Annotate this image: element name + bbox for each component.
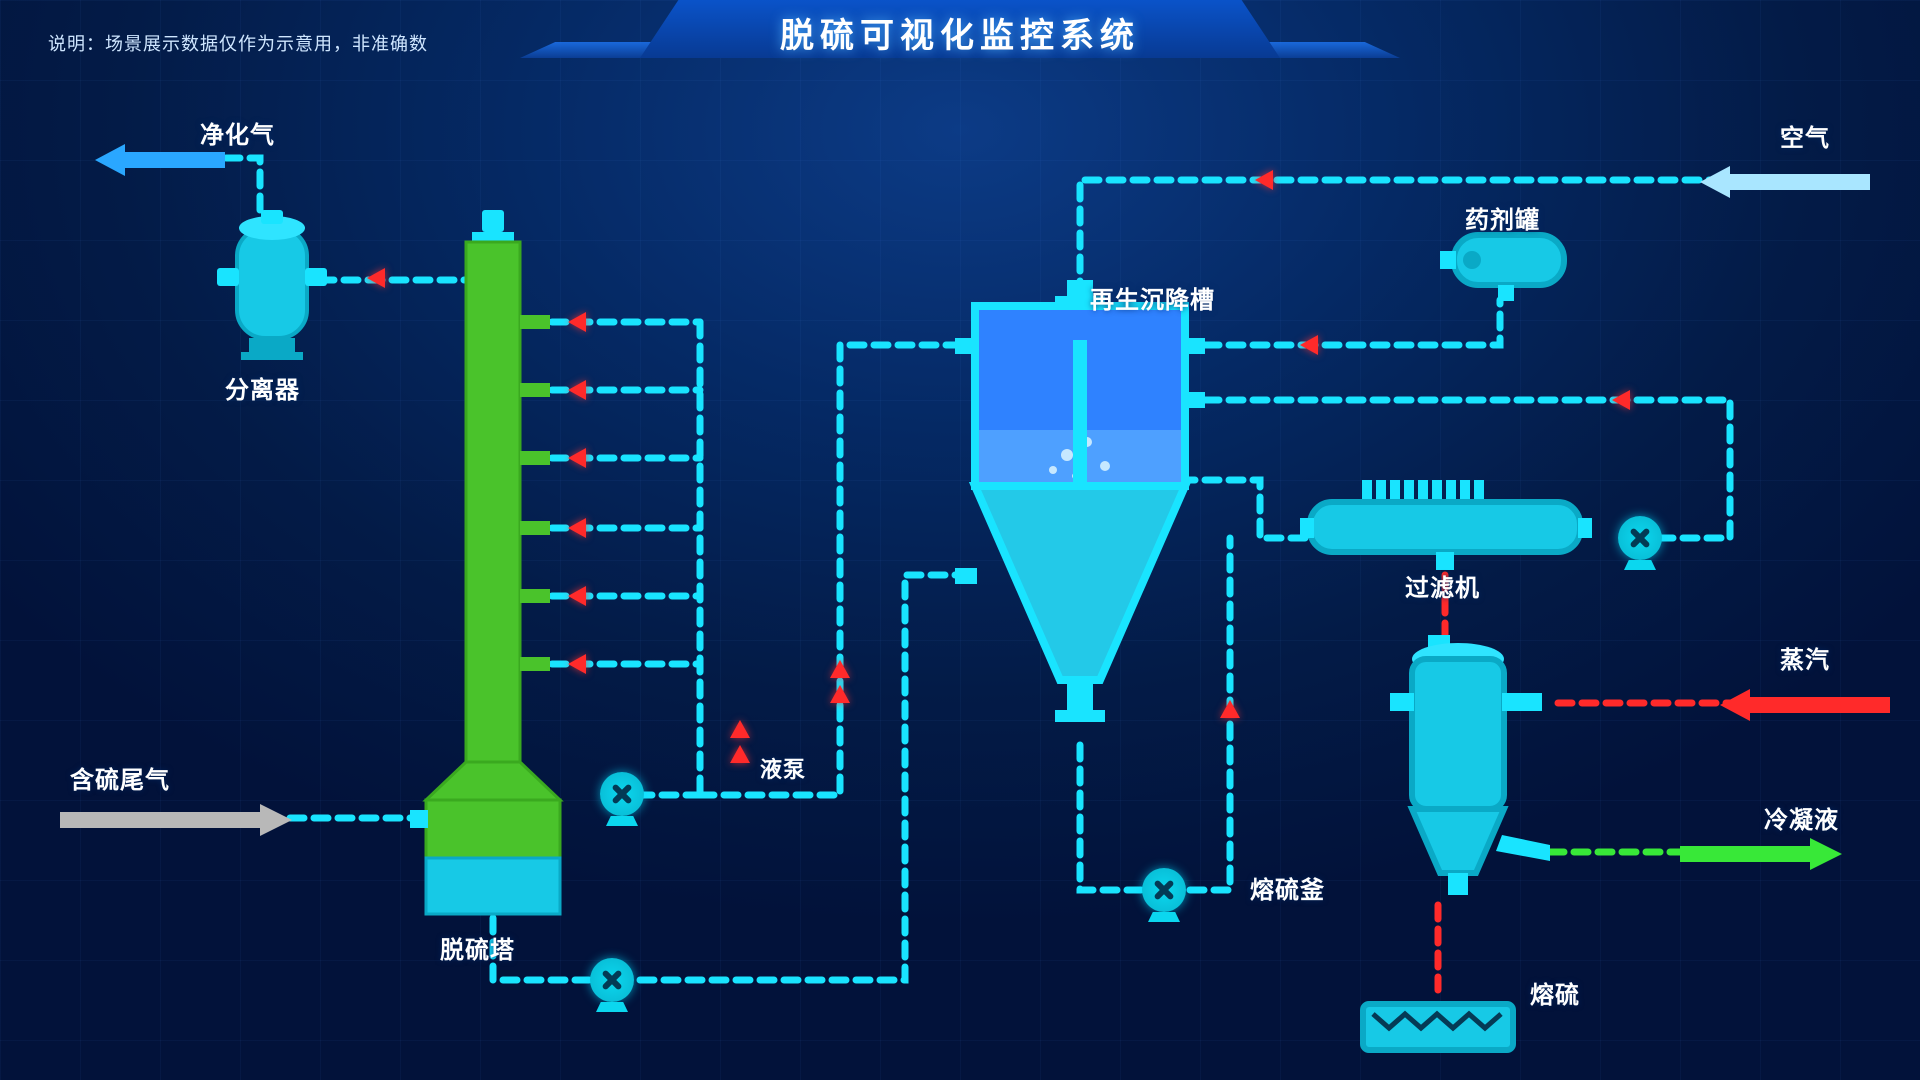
flow-arrow <box>1612 390 1630 410</box>
label-purified-gas: 净化气 <box>200 115 275 150</box>
equipment-separator <box>205 210 335 385</box>
equipment-desulfur-tower <box>410 210 590 935</box>
flow-arrow <box>830 660 850 678</box>
title-banner: 脱硫可视化监控系统 <box>640 0 1280 70</box>
flow-arrow <box>367 268 385 288</box>
label-separator: 分离器 <box>225 370 300 405</box>
label-condensate: 冷凝液 <box>1764 800 1839 835</box>
equipment-regen-tank <box>955 280 1215 765</box>
disclaimer-note: 说明：场景展示数据仅作为示意用，非准确数 <box>48 30 428 56</box>
inlet-air-arrow <box>1700 162 1870 207</box>
flow-arrow <box>1220 700 1240 718</box>
label-regen-tank: 再生沉降槽 <box>1090 280 1215 315</box>
label-molten-sulfur: 熔硫 <box>1530 975 1580 1010</box>
inlet-steam-arrow <box>1720 685 1890 730</box>
outlet-condensate-arrow <box>1680 834 1850 879</box>
label-melter: 熔硫釜 <box>1250 870 1325 905</box>
flow-arrow <box>730 745 750 763</box>
pump-icon <box>1142 868 1186 912</box>
flow-arrow <box>1255 170 1273 190</box>
equipment-sulfur-pit <box>1355 990 1525 1065</box>
flow-arrow <box>730 720 750 738</box>
equipment-reagent-tank <box>1440 225 1590 320</box>
flow-arrow <box>830 685 850 703</box>
pump-icon <box>600 772 644 816</box>
diagram-stage: 脱硫可视化监控系统 说明：场景展示数据仅作为示意用，非准确数 <box>0 0 1920 1080</box>
page-title: 脱硫可视化监控系统 <box>640 8 1280 57</box>
flow-arrow <box>1300 335 1318 355</box>
label-filter: 过滤机 <box>1405 568 1480 603</box>
label-liquid-pump: 液泵 <box>760 752 806 784</box>
inlet-sulfur-tail-arrow <box>60 800 300 845</box>
pump-icon <box>590 958 634 1002</box>
label-desulfur-tower: 脱硫塔 <box>440 930 515 965</box>
label-sulfur-tail-gas: 含硫尾气 <box>70 760 170 795</box>
pump-icon <box>1618 516 1662 560</box>
label-steam: 蒸汽 <box>1780 640 1830 675</box>
equipment-melter <box>1380 635 1580 920</box>
label-reagent-tank: 药剂罐 <box>1465 200 1540 235</box>
label-air: 空气 <box>1780 118 1830 153</box>
